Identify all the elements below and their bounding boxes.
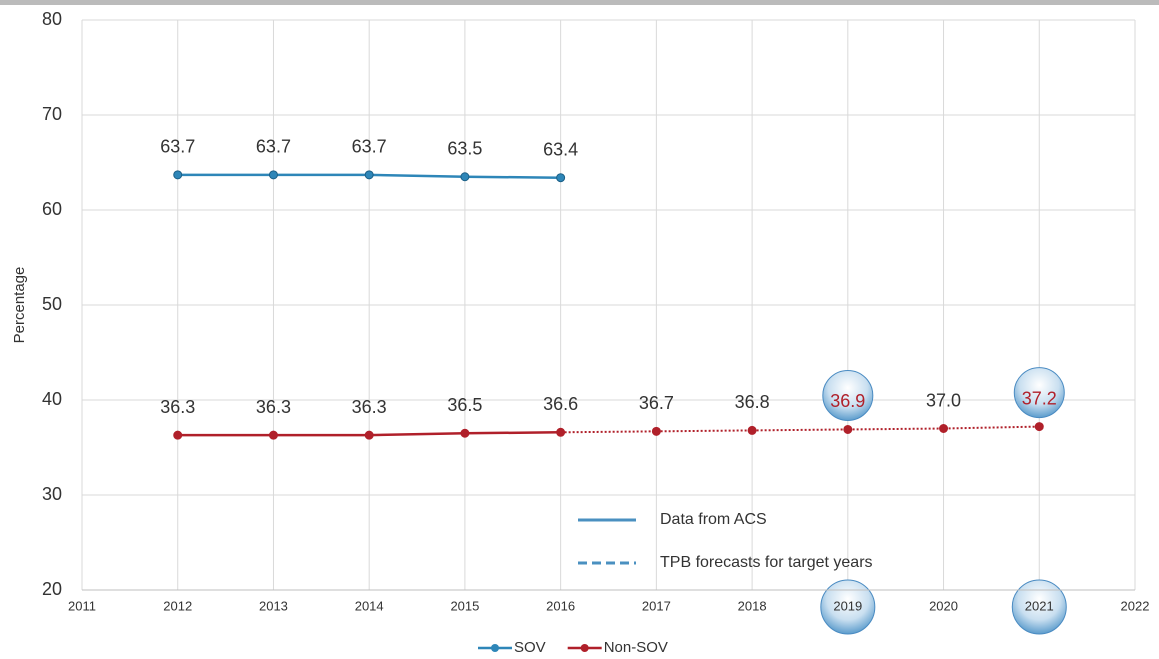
y-tick-label: 20 (42, 579, 62, 599)
legend-label: Non-SOV (604, 639, 668, 656)
data-label: 63.5 (447, 139, 482, 159)
data-label: 36.3 (352, 397, 387, 417)
highlight-bubble (1011, 579, 1067, 635)
annotation-text: TPB forecasts for target years (660, 554, 873, 571)
x-tick-label: 2014 (355, 598, 384, 613)
data-label: 36.7 (639, 393, 674, 413)
x-tick-label: 2016 (546, 598, 575, 613)
highlight-bubble (820, 579, 876, 635)
x-tick-label: 2022 (1121, 598, 1150, 613)
data-label: 63.7 (352, 137, 387, 157)
x-tick-label: 2019 (833, 598, 862, 613)
point (364, 430, 374, 440)
top-bar (0, 0, 1159, 5)
data-label: 63.4 (543, 139, 578, 159)
y-tick-label: 50 (42, 294, 62, 314)
y-tick-label: 80 (42, 9, 62, 29)
y-axis-label: Percentage (11, 267, 28, 344)
legend-marker (491, 644, 499, 652)
y-tick-label: 60 (42, 199, 62, 219)
x-tick-label: 2021 (1025, 598, 1054, 613)
y-tick-label: 70 (42, 104, 62, 124)
point (556, 427, 566, 437)
point (747, 425, 757, 435)
legend-marker (580, 644, 589, 652)
x-tick-label: 2011 (68, 598, 96, 613)
y-tick-label: 30 (42, 484, 62, 504)
x-tick-label: 2018 (738, 598, 767, 613)
data-label: 63.7 (256, 137, 291, 157)
legend-label: SOV (514, 639, 546, 656)
point (939, 424, 949, 433)
data-label: 36.3 (160, 397, 195, 417)
forecast-line (560, 425, 1040, 434)
x-tick-label: 2017 (642, 598, 671, 613)
point (173, 170, 183, 180)
point (651, 426, 661, 436)
point (460, 172, 470, 182)
data-label: 63.7 (160, 137, 195, 157)
x-tick-label: 2020 (929, 598, 958, 613)
data-label: 36.5 (447, 395, 482, 415)
point (460, 428, 470, 438)
data-label: 36.6 (543, 394, 578, 414)
data-label: 36.3 (256, 397, 291, 417)
point (556, 173, 566, 183)
point (1034, 422, 1044, 432)
point (364, 170, 374, 180)
data-label: 37.2 (1022, 388, 1057, 408)
data-label: 37.0 (926, 390, 961, 410)
highlight-bubble (1013, 367, 1065, 419)
data-label: 36.9 (830, 391, 865, 411)
point (843, 424, 853, 434)
point (268, 170, 278, 180)
point (268, 430, 278, 440)
x-tick-label: 2013 (259, 598, 288, 613)
x-tick-label: 2015 (450, 598, 479, 613)
annotation-text: Data from ACS (660, 511, 767, 528)
point (173, 430, 183, 440)
y-tick-label: 40 (42, 389, 62, 409)
data-label: 36.8 (735, 392, 770, 412)
x-tick-label: 2012 (163, 598, 192, 613)
highlight-bubble (822, 369, 874, 421)
